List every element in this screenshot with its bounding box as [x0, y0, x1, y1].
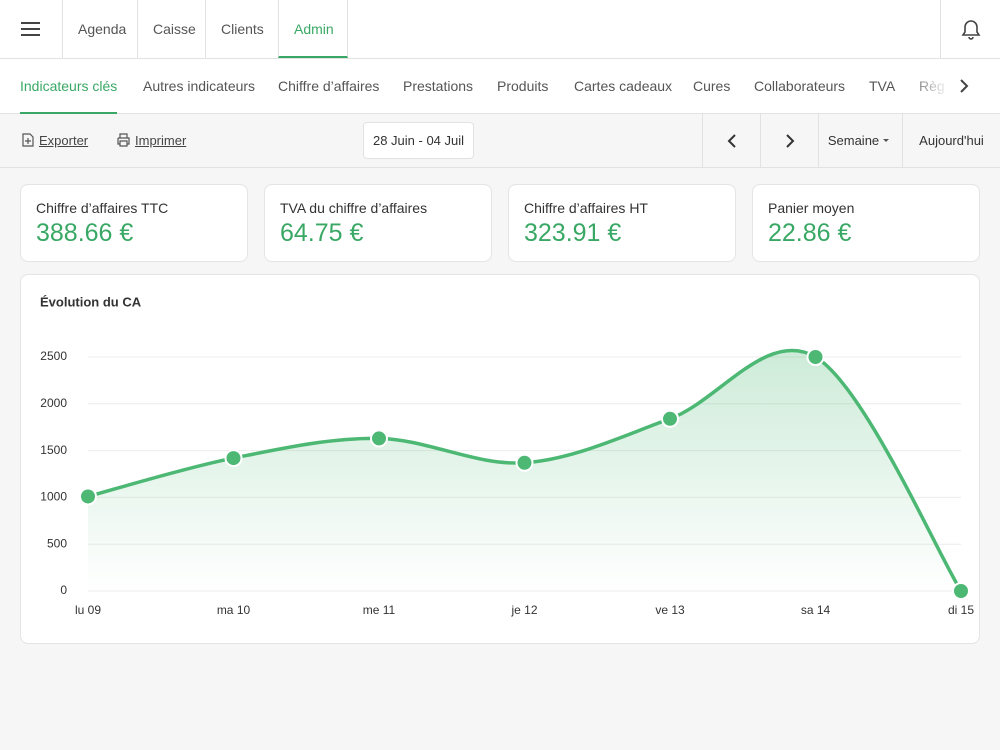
- x-tick-label: lu 09: [75, 603, 101, 617]
- kpi-card: Chiffre d’affaires TTC 388.66 €: [20, 184, 248, 262]
- date-range[interactable]: 28 Juin - 04 Juil: [363, 122, 474, 159]
- chevron-left: [727, 134, 737, 148]
- toolbar: Exporter Imprimer 28 Juin - 04 Juil Sema…: [0, 114, 1000, 168]
- sub-tab[interactable]: Chiffre d’affaires: [278, 59, 379, 114]
- x-tick-label: ve 13: [655, 603, 685, 617]
- nav-tab[interactable]: Clients: [205, 0, 278, 58]
- chevron-right: [785, 134, 795, 148]
- sub-tab[interactable]: Indicateurs clés: [20, 59, 117, 114]
- period-select[interactable]: Semaine: [818, 114, 902, 167]
- sub-tab[interactable]: Autres indicateurs: [143, 59, 255, 114]
- sub-tab[interactable]: Cures: [693, 59, 730, 114]
- kpi-label: Chiffre d’affaires HT: [524, 200, 648, 216]
- next-button[interactable]: [760, 114, 818, 167]
- bell-icon: [961, 19, 981, 41]
- kpi-value: 323.91 €: [524, 219, 621, 248]
- kpi-label: Chiffre d’affaires TTC: [36, 200, 168, 216]
- menu-icon[interactable]: [20, 20, 42, 38]
- prev-button[interactable]: [702, 114, 760, 167]
- sub-tab[interactable]: Prestations: [403, 59, 473, 114]
- chart-title: Évolution du CA: [40, 294, 142, 309]
- kpi-label: Panier moyen: [768, 200, 854, 216]
- y-tick-label: 2500: [40, 349, 67, 363]
- nav-tab[interactable]: Agenda: [62, 0, 137, 58]
- chart: Évolution du CA 0 500 1000 1500 2000 2500 lu 0…: [21, 275, 979, 643]
- print-button[interactable]: Imprimer: [135, 133, 186, 148]
- y-tick-label: 1000: [40, 490, 67, 504]
- x-tick-label: sa 14: [801, 603, 831, 617]
- kpi-value: 64.75 €: [280, 219, 363, 248]
- sub-tab[interactable]: TVA: [869, 59, 895, 114]
- x-tick-label: di 15: [948, 603, 974, 617]
- kpi-card: Chiffre d’affaires HT 323.91 €: [508, 184, 736, 262]
- period-label: Semaine: [828, 133, 879, 148]
- scroll-right[interactable]: [958, 79, 970, 93]
- point: [808, 349, 824, 365]
- nav-tab[interactable]: Admin: [278, 0, 348, 58]
- sub-tab[interactable]: Collaborateurs: [754, 59, 845, 114]
- x-tick-label: me 11: [363, 603, 396, 617]
- kpi-card: Panier moyen 22.86 €: [752, 184, 980, 262]
- today-button[interactable]: Aujourd'hui: [902, 114, 1000, 167]
- point: [517, 455, 533, 471]
- fade: [905, 59, 950, 113]
- chart-card: Évolution du CA 0 500 1000 1500 2000 2500 lu 0…: [20, 274, 980, 644]
- sub-tab[interactable]: Cartes cadeaux: [574, 59, 672, 114]
- kpi-label: TVA du chiffre d’affaires: [280, 200, 427, 216]
- point: [662, 411, 678, 427]
- point: [226, 450, 242, 466]
- notifications[interactable]: [940, 0, 1000, 58]
- kpi-card: TVA du chiffre d’affaires 64.75 €: [264, 184, 492, 262]
- y-tick-label: 500: [47, 536, 67, 550]
- top-bar: AgendaCaisseClientsAdmin: [0, 0, 1000, 59]
- point: [80, 488, 96, 504]
- export-button[interactable]: Exporter: [39, 133, 88, 148]
- nav-tab[interactable]: Caisse: [137, 0, 205, 58]
- y-tick-label: 1500: [40, 443, 67, 457]
- x-tick-label: je 12: [510, 603, 537, 617]
- point: [371, 430, 387, 446]
- caret: [879, 137, 893, 145]
- point: [953, 583, 969, 599]
- export-icon: [22, 133, 34, 147]
- x-tick-label: ma 10: [217, 603, 251, 617]
- kpi-value: 22.86 €: [768, 219, 851, 248]
- kpi-value: 388.66 €: [36, 219, 133, 248]
- y-tick-label: 0: [60, 583, 67, 597]
- sub-tab[interactable]: Produits: [497, 59, 548, 114]
- y-tick-label: 2000: [40, 396, 67, 410]
- sub-nav: Indicateurs clés Autres indicateurs Chiffr…: [0, 59, 1000, 114]
- print-icon: [116, 133, 131, 147]
